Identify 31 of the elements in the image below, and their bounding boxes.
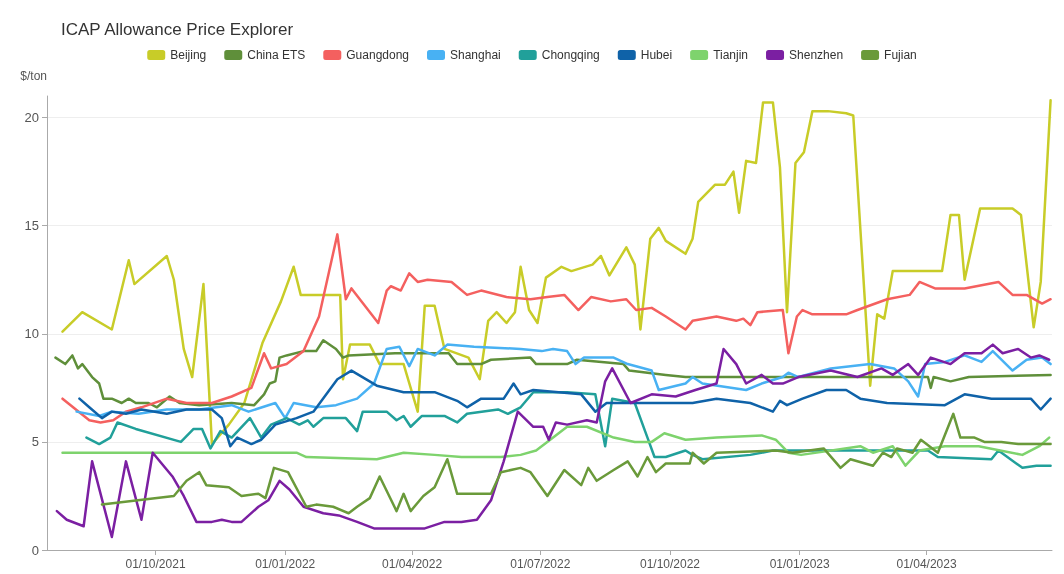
line-series xyxy=(54,339,1052,409)
x-tick-label: 01/01/2022 xyxy=(255,557,316,571)
legend-label: Beijing xyxy=(170,48,207,62)
x-tick-label: 01/07/2022 xyxy=(510,557,571,571)
x-tick-label: 01/10/2021 xyxy=(125,557,186,571)
x-tick-label: 01/04/2023 xyxy=(896,557,957,571)
legend-label: Shanghai xyxy=(450,48,501,62)
legend-label: Tianjin xyxy=(713,48,749,62)
line-series xyxy=(61,425,1051,467)
chart-title: ICAP Allowance Price Explorer xyxy=(61,20,294,39)
line-series xyxy=(100,412,1052,515)
y-tick-label: 10 xyxy=(24,326,39,342)
legend-label: Hubei xyxy=(640,48,673,62)
legend-label: Shenzhen xyxy=(789,48,844,62)
legend-label: Chongqing xyxy=(541,48,600,62)
line-series xyxy=(61,233,1052,424)
x-tick-label: 01/10/2022 xyxy=(639,557,701,571)
legend-label: Guangdong xyxy=(346,48,410,62)
legend-label: Fujian xyxy=(884,48,917,62)
y-tick-label: 15 xyxy=(24,218,39,234)
line-series xyxy=(78,369,1052,448)
line-series xyxy=(61,99,1052,446)
line-series xyxy=(55,343,1051,539)
legend-label: China ETS xyxy=(247,48,306,62)
y-tick-label: 0 xyxy=(31,542,39,558)
x-tick-label: 01/01/2023 xyxy=(769,557,831,571)
x-tick-label: 01/04/2022 xyxy=(382,557,443,571)
line-series xyxy=(75,343,1052,420)
y-tick-label: 5 xyxy=(31,434,39,450)
y-axis-title: $/ton xyxy=(20,69,47,83)
y-tick-label: 20 xyxy=(24,110,39,126)
